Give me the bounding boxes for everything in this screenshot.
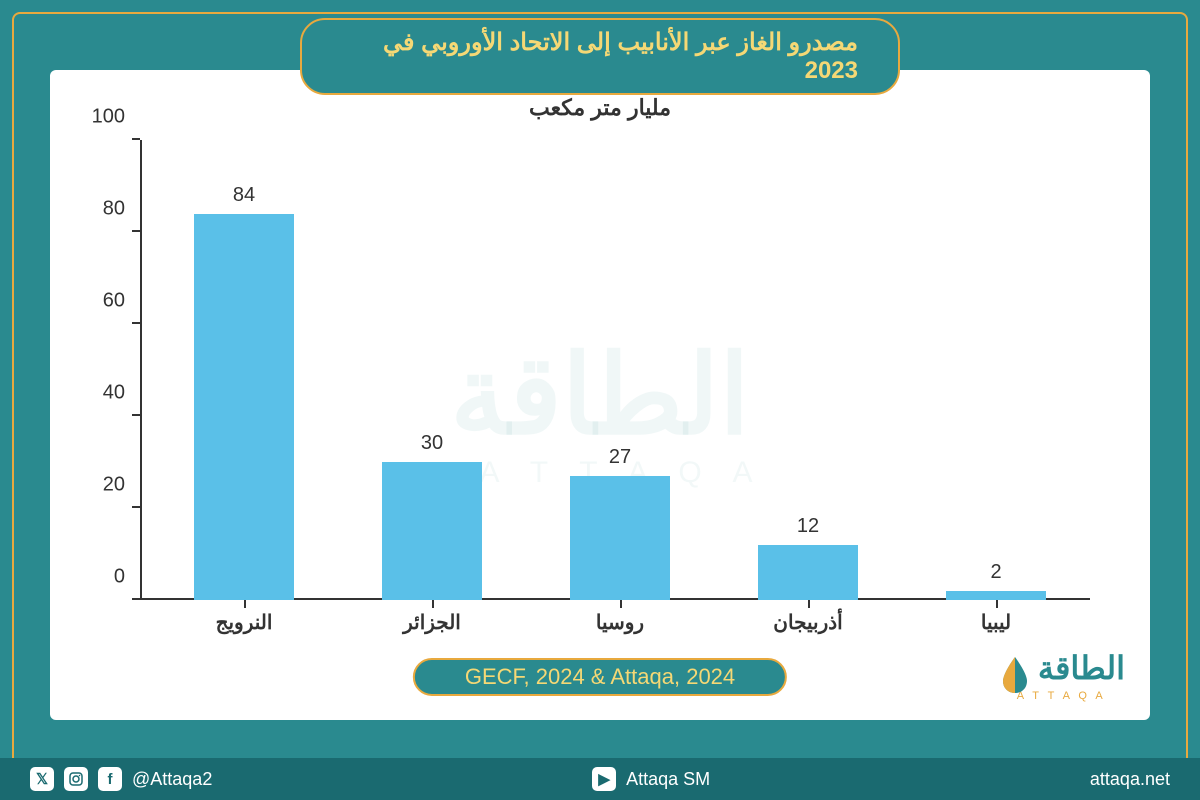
drop-icon: [997, 655, 1033, 695]
website-link[interactable]: attaqa.net: [1090, 769, 1170, 790]
x-axis-label: أذربيجان: [738, 610, 878, 635]
y-tick: [132, 506, 140, 508]
chart-area: 02040608010084النرويج30الجزائر27روسيا12أ…: [150, 140, 1090, 600]
youtube-icon[interactable]: ▶: [592, 767, 616, 791]
y-axis-label: 80: [85, 198, 125, 221]
youtube-name: Attaqa SM: [626, 769, 710, 790]
chart-subtitle: مليار متر مكعب: [529, 95, 671, 121]
chart-panel: الطاقة A T T A Q A مليار متر مكعب 0 20 40 6…: [50, 70, 1150, 720]
y-tick: [132, 138, 140, 140]
y-tick: [132, 322, 140, 324]
bar: 2ليبيا: [946, 591, 1046, 600]
x-tick: [244, 600, 246, 608]
bar-value-label: 12: [758, 515, 858, 538]
social-bar: 𝕏 f @Attaqa2 ▶ Attaqa SM attaqa.net: [0, 758, 1200, 800]
y-axis: [140, 140, 142, 600]
x-tick: [808, 600, 810, 608]
social-right: attaqa.net: [1090, 769, 1170, 790]
y-tick: [132, 598, 140, 600]
social-handle: @Attaqa2: [132, 769, 212, 790]
facebook-icon[interactable]: f: [98, 767, 122, 791]
social-left: 𝕏 f @Attaqa2: [30, 767, 212, 791]
y-axis-label: 0: [85, 566, 125, 589]
bar: 27روسيا: [570, 476, 670, 600]
x-axis-label: الجزائر: [362, 610, 502, 635]
x-tick: [996, 600, 998, 608]
bar-value-label: 30: [382, 432, 482, 455]
bar-value-label: 27: [570, 446, 670, 469]
y-axis-label: 60: [85, 290, 125, 313]
x-tick: [620, 600, 622, 608]
y-tick: [132, 230, 140, 232]
x-axis-label: ليبيا: [926, 610, 1066, 635]
bar: 12أذربيجان: [758, 545, 858, 600]
x-icon[interactable]: 𝕏: [30, 767, 54, 791]
bar-value-label: 84: [194, 184, 294, 207]
instagram-icon[interactable]: [64, 767, 88, 791]
social-mid: ▶ Attaqa SM: [592, 767, 710, 791]
y-axis-label: 20: [85, 474, 125, 497]
x-axis-label: روسيا: [550, 610, 690, 635]
bar-value-label: 2: [946, 561, 1046, 584]
logo-text: الطاقة: [1038, 650, 1125, 686]
y-tick: [132, 414, 140, 416]
source-citation: GECF, 2024 & Attaqa, 2024: [413, 658, 787, 696]
y-axis-label: 40: [85, 382, 125, 405]
y-axis-label: 100: [85, 106, 125, 129]
x-axis-label: النرويج: [174, 610, 314, 635]
bar: 84النرويج: [194, 214, 294, 600]
chart-title-bar: مصدرو الغاز عبر الأنابيب إلى الاتحاد الأ…: [300, 18, 900, 95]
brand-logo: الطاقة A T T A Q A: [997, 649, 1125, 702]
x-tick: [432, 600, 434, 608]
bar: 30الجزائر: [382, 462, 482, 600]
